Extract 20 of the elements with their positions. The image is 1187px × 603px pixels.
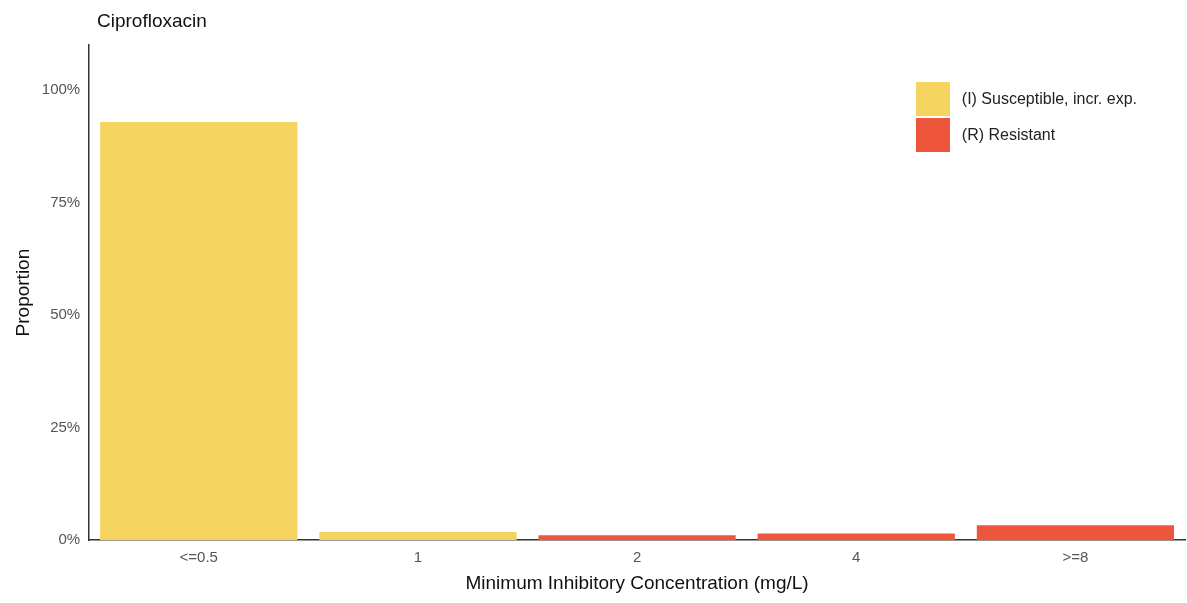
bar xyxy=(538,535,736,541)
y-axis-title: Proportion xyxy=(11,248,33,337)
y-tick-label: 25% xyxy=(50,417,81,435)
bar xyxy=(757,533,955,541)
y-tick-label: 100% xyxy=(41,80,81,98)
x-tick-label: >=8 xyxy=(1062,548,1089,566)
x-tick-label: 4 xyxy=(852,548,861,566)
y-tick-label: 75% xyxy=(50,192,81,210)
legend-label: (R) Resistant xyxy=(961,126,1056,144)
bar xyxy=(976,525,1175,541)
y-tick-label: 0% xyxy=(58,530,81,548)
x-tick-label: 1 xyxy=(413,548,423,566)
y-tick-label: 50% xyxy=(50,305,81,323)
bar xyxy=(100,121,298,541)
bar xyxy=(319,532,517,541)
x-tick-label: <=0.5 xyxy=(179,548,218,566)
x-tick-label: 2 xyxy=(632,548,642,566)
chart-title: Ciprofloxacin xyxy=(97,10,207,32)
x-axis-title: Minimum Inhibitory Concentration (mg/L) xyxy=(465,571,809,593)
legend-label: (I) Susceptible, incr. exp. xyxy=(961,90,1137,108)
